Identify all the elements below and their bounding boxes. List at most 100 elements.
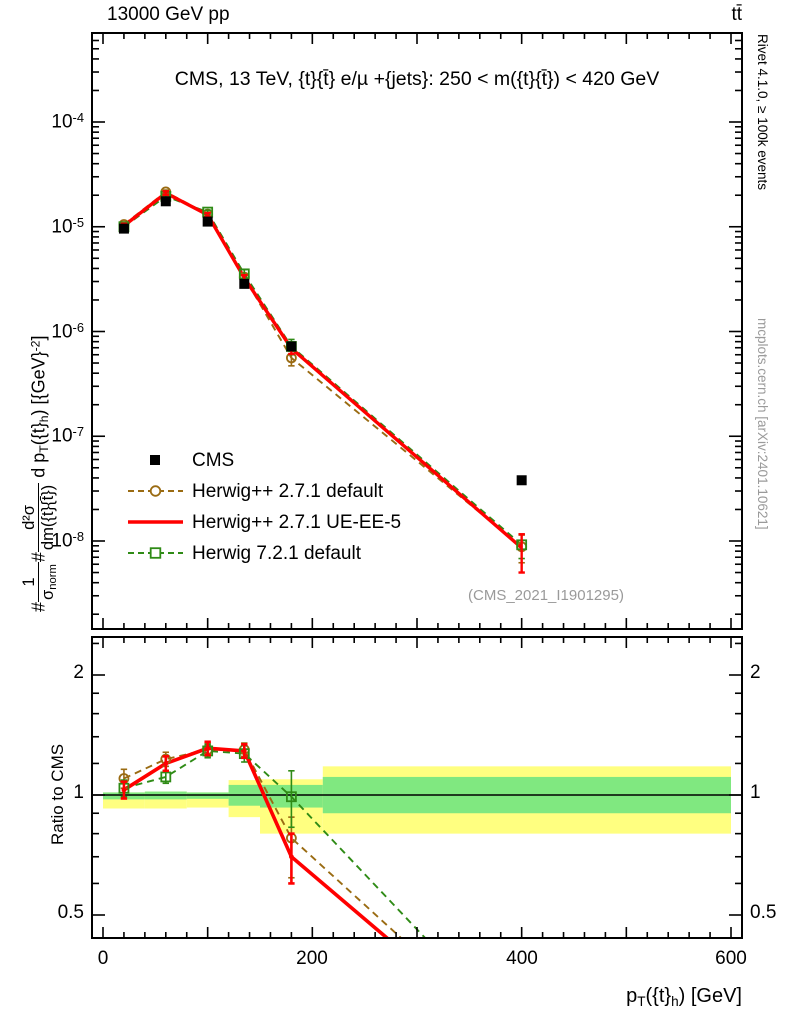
main-errorbar-1-4	[288, 350, 295, 367]
main-marker-3-5	[516, 539, 528, 551]
ratio-errorbar-1-2	[204, 740, 211, 757]
main-errorbar-3-1	[162, 193, 169, 200]
header-process-label: tt̄	[731, 4, 742, 25]
header-beam-label: 13000 GeV pp	[107, 4, 230, 25]
ratio-band-outer-1	[144, 791, 187, 809]
x-tick-label-400: 400	[506, 948, 538, 969]
y-axis-label-tail: d p	[28, 452, 49, 483]
y-axis-label-tail-sub: T	[37, 445, 52, 453]
main-errorbar-1-2	[204, 211, 211, 218]
main-marker-3-0	[118, 221, 130, 233]
ratio-marker-1-2	[205, 745, 211, 751]
ratio-marker-2-0	[118, 782, 130, 794]
x-axis-label-sub-T: T	[637, 993, 646, 1009]
ratio-y-axis-label: Ratio to CMS	[48, 743, 67, 845]
ratio-band-outer-4	[260, 779, 323, 834]
ratio-panel-frame	[91, 636, 743, 939]
ratio-y-tick-label-05-right: 0.5	[750, 902, 777, 923]
y-axis-frac1-den: σnorm	[37, 562, 60, 602]
ratio-errorbar-0-4	[288, 816, 295, 879]
main-marker-cms-2	[202, 216, 213, 227]
y-tick-exp-3: -6	[72, 320, 84, 335]
ratio-errorbar-1-3	[241, 743, 248, 760]
y-tick-label-1e-5: 10-5	[51, 215, 84, 238]
y-tick-exp-4: -7	[72, 424, 84, 439]
x-axis-label: pT({t}h) [GeV]	[626, 985, 742, 1009]
ratio-y-tick-label-1-left: 1	[73, 782, 84, 803]
legend-label-cms: CMS	[192, 450, 235, 471]
ratio-marker-0-4	[285, 832, 297, 844]
y-axis-label-hash2: #	[28, 552, 49, 563]
y-tick-label-1e-4: 10-4	[51, 110, 84, 133]
main-errorbar-1-0	[120, 221, 128, 229]
y-axis-label-hash1: #	[28, 601, 49, 612]
ratio-band-outer-0	[103, 792, 145, 809]
main-marker-1-0	[118, 219, 130, 230]
main-panel-frame	[91, 32, 743, 630]
ratio-errorbar-0-0	[120, 768, 128, 790]
mcplots-source-caption: mcplots.cern.ch [arXiv:2401.10621]	[755, 318, 770, 530]
ratio-errorbar-1-5	[518, 1012, 524, 1024]
plot-title: CMS, 13 TeV, {t}{t̄} e/µ +{jets}: 250 < …	[174, 68, 660, 90]
y-tick-exp-1: -4	[72, 110, 84, 125]
main-marker-3-1	[160, 190, 172, 202]
main-marker-cms-1	[160, 196, 171, 207]
ratio-y-tick-label-1-right: 1	[750, 782, 761, 803]
main-errorbar-2-1	[162, 190, 169, 196]
ratio-band-inner-2	[186, 792, 229, 799]
main-errorbar-2-2	[204, 211, 211, 218]
ratio-band-inner-0	[103, 792, 145, 800]
ratio-marker-2-2	[202, 745, 214, 757]
main-errorbar-3-0	[120, 223, 128, 230]
y-tick-mantissa-2: 10	[51, 216, 73, 238]
ratio-errorbar-2-4	[288, 770, 295, 829]
ratio-uncertainty-bands	[103, 766, 731, 834]
ratio-marker-2-3	[238, 748, 250, 760]
main-marker-1-5	[516, 541, 528, 553]
ratio-marker-1-3	[241, 748, 247, 754]
y-tick-mantissa-5: 10	[51, 530, 73, 552]
main-marker-3-3	[238, 268, 250, 280]
legend	[128, 455, 183, 559]
ratio-marker-0-2	[202, 744, 214, 755]
y-axis-frac1-num: 1	[19, 562, 39, 602]
x-tick-label-0: 0	[97, 948, 109, 969]
ratio-errorbar-1-1	[162, 755, 169, 773]
y-axis-frac1-den-sigma: σ	[37, 589, 57, 600]
ratio-band-inner-1	[144, 791, 187, 800]
y-axis-label-tail3: ) [{GeV}	[28, 351, 49, 416]
x-tick-label-600: 600	[715, 948, 747, 969]
y-tick-label-1e-7: 10-7	[51, 424, 84, 447]
main-marker-cms-4	[286, 341, 297, 352]
main-errorbar-1-1	[162, 189, 169, 195]
x-tick-label-200: 200	[296, 948, 328, 969]
main-marker-cms-0	[118, 223, 129, 234]
legend-glyph-marker-herwig721	[149, 547, 162, 559]
ratio-band-outer-2	[186, 792, 229, 808]
legend-label-herwigpp-ueee5: Herwig++ 2.7.1 UE-EE-5	[192, 512, 402, 533]
y-tick-label-1e-6: 10-6	[51, 320, 84, 343]
ratio-errorbar-2-1	[162, 770, 169, 785]
rivet-version-caption: Rivet 4.1.0, ≥ 100k events	[755, 34, 770, 190]
main-marker-cms-5	[516, 475, 527, 486]
ratio-marker-0-1	[160, 753, 172, 765]
main-errorbar-2-5	[518, 533, 525, 574]
ratio-errorbar-2-2	[204, 743, 211, 759]
main-errorbar-3-4	[288, 338, 295, 356]
main-errorbar-1-5	[518, 534, 525, 564]
y-tick-mantissa-3: 10	[51, 321, 73, 343]
main-errorbar-2-0	[120, 222, 128, 230]
y-axis-label-tail2-sub: h	[37, 415, 52, 423]
ratio-band-inner-3	[228, 784, 260, 806]
y-tick-label-1e-8: 10-8	[51, 529, 84, 552]
main-errorbar-1-3	[241, 273, 248, 282]
main-errorbar-3-2	[204, 209, 211, 215]
ratio-errorbar-0-2	[204, 742, 211, 758]
main-errorbar-2-3	[241, 273, 248, 282]
ratio-series-line-1	[122, 746, 390, 938]
y-axis-frac1-den-sub: norm	[47, 564, 60, 590]
x-axis-label-sub-h: h	[671, 993, 679, 1009]
y-tick-exp-5: -8	[72, 529, 84, 544]
ratio-band-inner-5	[322, 776, 731, 814]
